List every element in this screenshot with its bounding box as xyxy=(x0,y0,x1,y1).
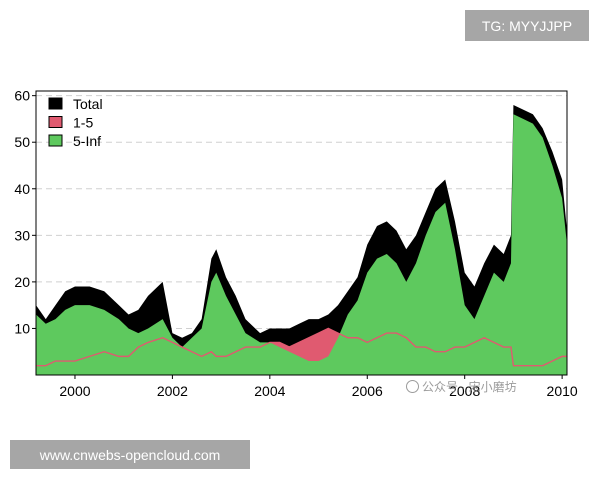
x-tick-label-2: 2004 xyxy=(254,383,285,399)
wechat-icon xyxy=(406,380,419,393)
legend-swatch-0 xyxy=(48,97,63,110)
y-tick-label-3: 40 xyxy=(14,181,30,197)
tg-watermark-label: TG: MYYJJPP xyxy=(481,17,573,34)
legend-swatch-2 xyxy=(48,134,63,147)
legend-label-2: 5-Inf xyxy=(73,133,101,149)
site-url-watermark-label: www.cnwebs-opencloud.com xyxy=(39,446,221,463)
legend-label-0: Total xyxy=(73,96,103,112)
x-tick-label-5: 2010 xyxy=(547,383,578,399)
x-tick-label-4: 2008 xyxy=(449,383,480,399)
site-url-watermark-badge: www.cnwebs-opencloud.com xyxy=(10,440,250,469)
y-tick-label-2: 30 xyxy=(14,227,30,243)
y-tick-label-4: 50 xyxy=(14,134,30,150)
tg-watermark-badge: TG: MYYJJPP xyxy=(465,10,589,41)
overlay-watermark-text: 公众号 · 宋小磨坊 xyxy=(422,380,517,394)
overlay-watermark: 公众号 · 宋小磨坊 xyxy=(406,378,517,395)
y-tick-label-5: 60 xyxy=(14,88,30,104)
x-tick-label-1: 2002 xyxy=(157,383,188,399)
legend-label-1: 1-5 xyxy=(73,115,93,131)
y-tick-label-0: 10 xyxy=(14,320,30,336)
x-tick-label-0: 2000 xyxy=(59,383,90,399)
x-tick-label-3: 2006 xyxy=(352,383,383,399)
legend-swatch-1 xyxy=(48,116,63,128)
series-5-inf-area xyxy=(36,114,567,375)
series-1-5-line xyxy=(36,327,567,367)
plot-frame xyxy=(35,90,568,376)
y-tick-label-1: 20 xyxy=(14,274,30,290)
